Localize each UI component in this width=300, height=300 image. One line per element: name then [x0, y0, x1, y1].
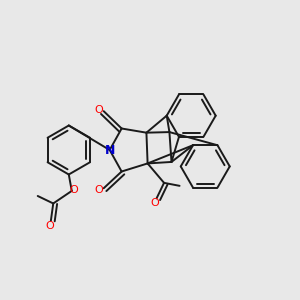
Text: O: O [94, 105, 103, 115]
Text: N: N [104, 143, 115, 157]
Text: O: O [69, 185, 78, 195]
Text: O: O [45, 220, 54, 230]
Text: O: O [94, 185, 103, 195]
Text: O: O [151, 198, 160, 208]
